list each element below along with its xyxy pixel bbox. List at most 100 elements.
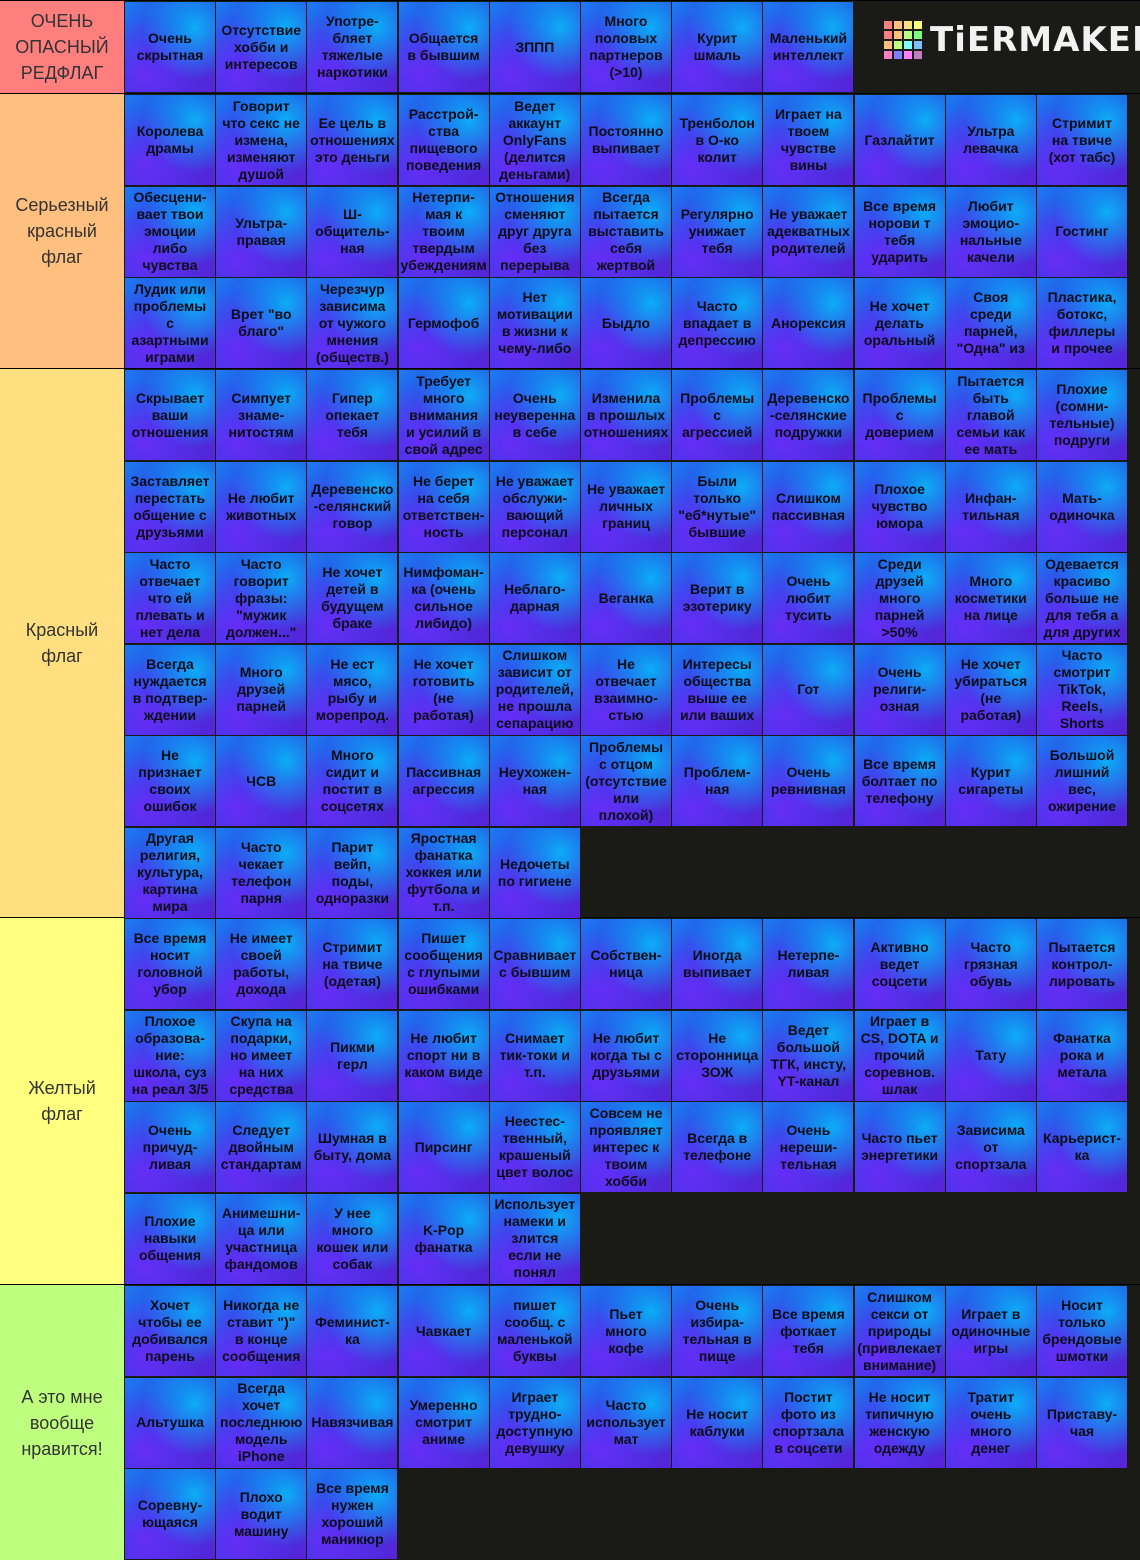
tier-item[interactable]: Использует намеки и злится если не понял: [490, 1193, 580, 1284]
tier-item[interactable]: Не отвечает взаимно- стью: [581, 644, 671, 735]
tier-item[interactable]: Часто впадает в депрессию: [672, 278, 762, 368]
tier-item[interactable]: Ее цель в отношениях это деньги: [307, 95, 397, 185]
tier-item[interactable]: Деревенско -селянский говор: [307, 461, 397, 552]
tier-item[interactable]: K-Pop фанатка: [399, 1193, 489, 1284]
tier-item[interactable]: Все время фоткает тебя: [763, 1286, 853, 1376]
tier-item[interactable]: Часто использует мат: [581, 1377, 671, 1468]
tier-item[interactable]: Носит только брендовые шмотки: [1037, 1286, 1127, 1376]
tier-item[interactable]: Альтушка: [125, 1377, 215, 1468]
tier-item[interactable]: Неестес- твенный, крашеный цвет волос: [490, 1102, 580, 1192]
tier-item[interactable]: Очень скрытная: [125, 2, 215, 92]
tier-item[interactable]: Плохое чувство юмора: [855, 461, 945, 552]
tier-item[interactable]: Очень неуверенна в себе: [490, 370, 580, 460]
tier-item[interactable]: Гостинг: [1037, 186, 1127, 277]
tier-item[interactable]: Снимает тик-токи и т.п.: [490, 1010, 580, 1101]
tier-item[interactable]: Никогда не ставит ")" в конце сообщения: [216, 1286, 306, 1376]
tier-item[interactable]: Соревну- ющаяся: [125, 1469, 215, 1559]
tier-item[interactable]: Не хочет готовить (не работая): [399, 644, 489, 735]
tier-item[interactable]: Тренболон в О-ко колит: [672, 95, 762, 185]
tier-item[interactable]: Мать- одиночка: [1037, 461, 1127, 552]
tier-item[interactable]: Анорексия: [763, 278, 853, 368]
tier-item[interactable]: Приставу- чая: [1037, 1377, 1127, 1468]
tier-item[interactable]: Не ест мясо, рыбу и морепрод.: [307, 644, 397, 735]
tier-item[interactable]: Не хочет делать оральный: [855, 278, 945, 368]
tier-item[interactable]: Не уважает личных границ: [581, 461, 671, 552]
tier-item[interactable]: Шумная в быту, дома: [307, 1102, 397, 1192]
tier-item[interactable]: Очень избира- тельная в пище: [672, 1286, 762, 1376]
tier-item[interactable]: Деревенско -селянские подружки: [763, 370, 853, 460]
tier-label[interactable]: Серьезный красный флаг: [0, 94, 124, 368]
tier-item[interactable]: Хочет чтобы ее добивался парень: [125, 1286, 215, 1376]
tier-item[interactable]: Всегда нуждается в подтвер- ждении: [125, 644, 215, 735]
tier-item[interactable]: Королева драмы: [125, 95, 215, 185]
tier-item[interactable]: Не любит спорт ни в каком виде: [399, 1010, 489, 1101]
tier-item[interactable]: Сравнивает с бывшим: [490, 919, 580, 1009]
tier-item[interactable]: Тратит очень много денег: [946, 1377, 1036, 1468]
tier-item[interactable]: Другая религия, культура, картина мира: [125, 827, 215, 918]
tier-item[interactable]: У нее много кошек или собак: [307, 1193, 397, 1284]
tier-item[interactable]: Не уважает адекватных родителей: [763, 186, 853, 277]
tier-item[interactable]: Лудик или проблемы с азартными играми: [125, 278, 215, 368]
tier-label[interactable]: ОЧЕНЬ ОПАСНЫЙ РЕДФЛАГ: [0, 1, 124, 93]
tier-item[interactable]: Очень причуд- ливая: [125, 1102, 215, 1192]
tier-item[interactable]: Слишком секси от природы (привлекает вни…: [855, 1286, 945, 1376]
tier-item[interactable]: Часто говорит фразы: "мужик должен...": [216, 553, 306, 643]
tier-item[interactable]: Все время норови т тебя ударить: [855, 186, 945, 277]
tier-item[interactable]: Недочеты по гигиене: [490, 827, 580, 918]
tier-item[interactable]: Пирсинг: [399, 1102, 489, 1192]
tier-item[interactable]: Не признает своих ошибок: [125, 736, 215, 826]
tier-item[interactable]: Верит в эзотерику: [672, 553, 762, 643]
tier-item[interactable]: Играет на твоем чувстве вины: [763, 95, 853, 185]
tier-item[interactable]: Веганка: [581, 553, 671, 643]
tier-item[interactable]: Постоянно выпивает: [581, 95, 671, 185]
tier-item[interactable]: Требует много внимания и усилий в свой а…: [399, 370, 489, 460]
tier-item[interactable]: Нетерпе- ливая: [763, 919, 853, 1009]
tier-item[interactable]: Среди друзей много парней >50%: [855, 553, 945, 643]
tier-item[interactable]: Чавкает: [399, 1286, 489, 1376]
tier-item[interactable]: Всегда пытается выставить себя жертвой: [581, 186, 671, 277]
tier-item[interactable]: Не носит каблуки: [672, 1377, 762, 1468]
tier-item[interactable]: Курит сигареты: [946, 736, 1036, 826]
tier-item[interactable]: Карьерист- ка: [1037, 1102, 1127, 1192]
tier-item[interactable]: Обесцени- вает твои эмоции либо чувства: [125, 186, 215, 277]
tier-item[interactable]: Играет в CS, DOTA и прочий соревнов. шла…: [855, 1010, 945, 1101]
tier-item[interactable]: Одевается красиво больше не для тебя а д…: [1037, 553, 1127, 643]
tier-item[interactable]: Пластика, ботокс, филлеры и прочее: [1037, 278, 1127, 368]
tier-item[interactable]: Все время носит головной убор: [125, 919, 215, 1009]
tier-item[interactable]: Заставляет перестать общение с друзьями: [125, 461, 215, 552]
tier-item[interactable]: Ведет аккаунт OnlyFans (делится деньгами…: [490, 95, 580, 185]
tier-item[interactable]: Скрывает ваши отношения: [125, 370, 215, 460]
tier-item[interactable]: ЗППП: [490, 2, 580, 92]
tier-item[interactable]: Пытается контрол- лировать: [1037, 919, 1127, 1009]
tier-item[interactable]: Часто пьет энергетики: [855, 1102, 945, 1192]
tier-item[interactable]: Отсутствие хобби и интересов: [216, 2, 306, 92]
tier-item[interactable]: Не любит когда ты с друзьями: [581, 1010, 671, 1101]
tier-item[interactable]: Проблемы с отцом (отсутствие или плохой): [581, 736, 671, 826]
tier-item[interactable]: Не уважает обслужи- вающий персонал: [490, 461, 580, 552]
tier-item[interactable]: Проблемы с агрессией: [672, 370, 762, 460]
tier-item[interactable]: Стримит на твиче (одетая): [307, 919, 397, 1009]
tier-item[interactable]: Газлайтит: [855, 95, 945, 185]
tier-label[interactable]: Красный флаг: [0, 369, 124, 917]
tier-item[interactable]: Плохое образова- ние: школа, суз на реал…: [125, 1010, 215, 1101]
tier-item[interactable]: Играет в одиночные игры: [946, 1286, 1036, 1376]
tier-item[interactable]: Не сторонница ЗОЖ: [672, 1010, 762, 1101]
tier-item[interactable]: Не хочет убираться (не работая): [946, 644, 1036, 735]
tier-item[interactable]: Были только "еб*нутые" бывшие: [672, 461, 762, 552]
tier-item[interactable]: Симпует знаме- нитостям: [216, 370, 306, 460]
tier-item[interactable]: Гот: [763, 644, 853, 735]
tier-item[interactable]: Расстрой- ства пищевого поведения: [399, 95, 489, 185]
tier-item[interactable]: Не любит животных: [216, 461, 306, 552]
tier-item[interactable]: Маленький интеллект: [763, 2, 853, 92]
tier-item[interactable]: Проблем- ная: [672, 736, 762, 826]
tier-item[interactable]: Стримит на твиче (хот табс): [1037, 95, 1127, 185]
tier-item[interactable]: Быдло: [581, 278, 671, 368]
tier-item[interactable]: Ведет большой ТГК, инсту, YT-канал: [763, 1010, 853, 1101]
tier-item[interactable]: Пытается быть главой семьи как ее мать: [946, 370, 1036, 460]
tier-item[interactable]: Слишком зависит от родителей, не прошла …: [490, 644, 580, 735]
tier-item[interactable]: Навязчивая: [307, 1377, 397, 1468]
tier-item[interactable]: Регулярно унижает тебя: [672, 186, 762, 277]
tier-item[interactable]: Нетерпи- мая к твоим твердым убеждениям: [399, 186, 489, 277]
tier-item[interactable]: Играет трудно- доступную девушку: [490, 1377, 580, 1468]
tier-item[interactable]: Очень любит тусить: [763, 553, 853, 643]
